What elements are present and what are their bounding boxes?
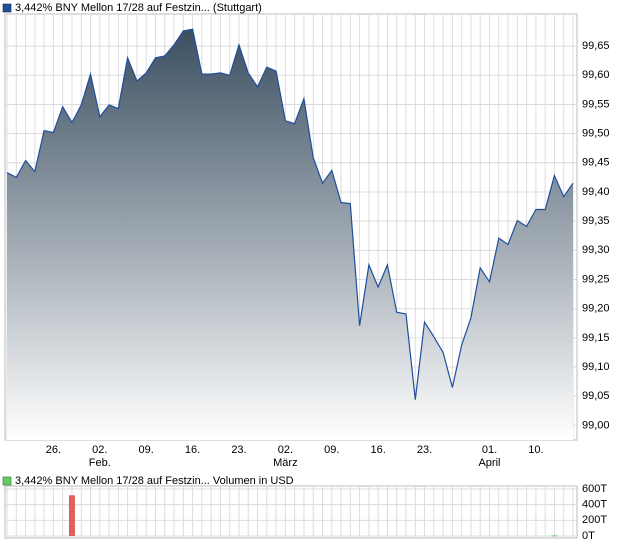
y-tick-label: 99,00 [582, 419, 610, 431]
y-tick-label: 200T [582, 514, 607, 526]
y-tick-label: 99,45 [582, 157, 610, 169]
x-tick-label: 02. [92, 444, 107, 456]
y-tick-label: 99,20 [582, 303, 610, 315]
plot-area [4, 485, 578, 539]
y-tick-label: 99,55 [582, 98, 610, 110]
x-tick-label: 09. [139, 444, 154, 456]
x-tick-label: 16. [370, 444, 385, 456]
area [7, 29, 573, 440]
x-tick-label: 26. [46, 444, 61, 456]
y-tick-label: 99,05 [582, 390, 610, 402]
legend-swatch [2, 476, 12, 486]
x-month-label: März [273, 457, 297, 469]
line [6, 28, 574, 400]
x-tick-label: 10. [528, 444, 543, 456]
y-tick-label: 400T [582, 499, 607, 511]
y-tick-label: 0T [582, 530, 595, 542]
x-tick-label: 16. [185, 444, 200, 456]
y-tick-label: 99,50 [582, 128, 610, 140]
y-tick-label: 99,65 [582, 40, 610, 52]
x-tick-label: 23. [417, 444, 432, 456]
bar [68, 495, 75, 536]
y-tick-label: 99,30 [582, 244, 610, 256]
x-month-label: April [478, 457, 500, 469]
y-tick-label: 99,60 [582, 69, 610, 81]
y-tick-label: 99,40 [582, 186, 610, 198]
x-tick-label: 02. [278, 444, 293, 456]
y-tick-label: 99,15 [582, 332, 610, 344]
y-tick-label: 600T [582, 483, 607, 495]
y-tick-label: 99,35 [582, 215, 610, 227]
bar [551, 535, 558, 537]
y-tick-label: 99,25 [582, 273, 610, 285]
x-tick-label: 23. [231, 444, 246, 456]
legend-swatch [2, 3, 12, 13]
y-tick-label: 99,10 [582, 361, 610, 373]
legend-label: 3,442% BNY Mellon 17/28 auf Festzin... (… [15, 2, 262, 14]
legend-label: 3,442% BNY Mellon 17/28 auf Festzin... V… [15, 475, 294, 487]
x-month-label: Feb. [89, 457, 111, 469]
x-tick-label: 09. [324, 444, 339, 456]
x-tick-label: 01. [482, 444, 497, 456]
